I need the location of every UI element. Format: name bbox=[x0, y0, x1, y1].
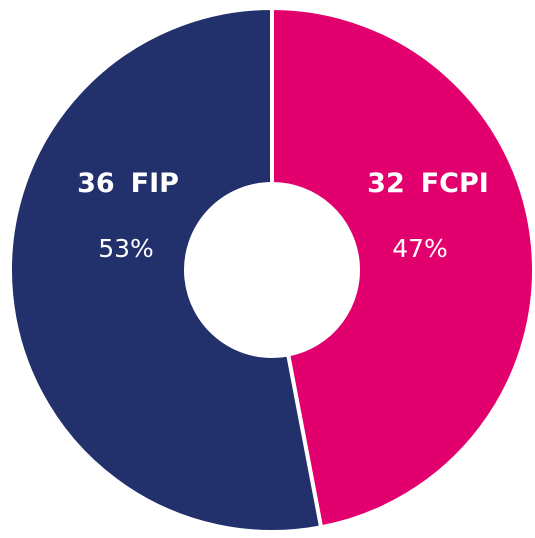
slice-name: FCPI bbox=[421, 168, 489, 199]
slice-percent: 47% bbox=[392, 234, 448, 263]
slice-label: 36 FIP bbox=[77, 168, 179, 199]
donut-slice bbox=[270, 5, 535, 530]
slice-label: 32 FCPI bbox=[367, 168, 489, 199]
slice-count: 36 bbox=[77, 168, 115, 199]
donut-slice bbox=[8, 5, 324, 534]
slice-name: FIP bbox=[131, 168, 179, 199]
slice-count: 32 bbox=[367, 168, 405, 199]
slice-percent: 53% bbox=[98, 234, 154, 263]
